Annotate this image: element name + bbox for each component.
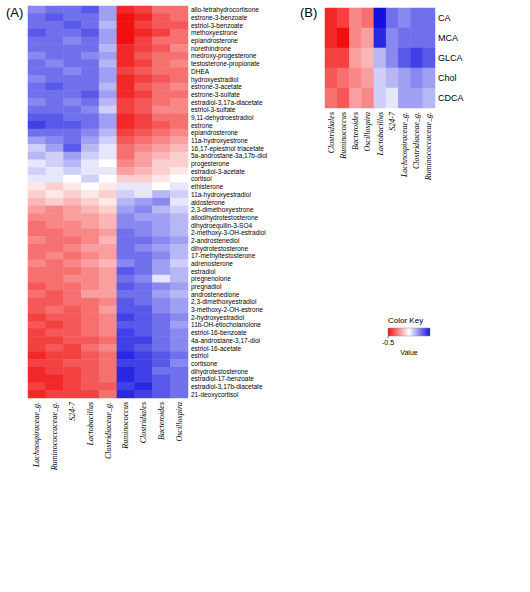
svg-text:epiandrosterone: epiandrosterone [191, 37, 238, 45]
svg-text:(B): (B) [300, 5, 317, 20]
svg-text:Lachnospiraceae_g.: Lachnospiraceae_g. [32, 402, 41, 468]
svg-text:Lactobacillus: Lactobacillus [86, 402, 95, 447]
svg-text:2-androstenediol: 2-androstenediol [191, 237, 240, 244]
svg-text:allo-tetrahydrocortisone: allo-tetrahydrocortisone [191, 6, 259, 14]
svg-text:3-methoxy-2-OH-estrone: 3-methoxy-2-OH-estrone [191, 306, 263, 314]
svg-text:estradiol-3,17b-diacetate: estradiol-3,17b-diacetate [191, 383, 263, 390]
svg-text:estrone-3-sulfate: estrone-3-sulfate [191, 91, 240, 98]
svg-text:Oscillospira: Oscillospira [363, 112, 372, 152]
svg-text:medroxy-progesterone: medroxy-progesterone [191, 52, 257, 60]
svg-text:16,17-epiestriol triacetate: 16,17-epiestriol triacetate [191, 144, 264, 152]
svg-text:estriol: estriol [191, 352, 209, 359]
svg-text:9,11-dehydroestradiol: 9,11-dehydroestradiol [191, 114, 254, 121]
svg-text:estrone-3-acetate: estrone-3-acetate [191, 83, 242, 90]
svg-text:DHEA: DHEA [191, 68, 210, 75]
svg-text:aldosterone: aldosterone [191, 199, 225, 206]
svg-text:S24-7: S24-7 [68, 401, 77, 421]
svg-text:Ruminococcus: Ruminococcus [121, 402, 130, 450]
svg-text:Clostridiaceae_g.: Clostridiaceae_g. [412, 112, 421, 169]
svg-text:Chol: Chol [438, 73, 457, 83]
svg-text:allodihydrotestosterone: allodihydrotestosterone [191, 213, 259, 221]
svg-text:Ruminococcus: Ruminococcus [339, 112, 348, 160]
svg-text:cortisol: cortisol [191, 175, 212, 182]
svg-text:Clostridiales: Clostridiales [139, 402, 148, 443]
svg-text:11a-hydroxyestradiol: 11a-hydroxyestradiol [191, 190, 251, 198]
svg-text:Lachnospiraceae_g.: Lachnospiraceae_g. [400, 112, 409, 178]
svg-text:Color Key: Color Key [388, 316, 423, 325]
svg-text:estrone-3-benzoate: estrone-3-benzoate [191, 14, 248, 21]
svg-text:CA: CA [438, 13, 451, 23]
svg-text:estriol-16-benzoate: estriol-16-benzoate [191, 329, 247, 336]
svg-text:4a-androstane-3,17-diol: 4a-androstane-3,17-diol [191, 337, 261, 344]
svg-text:MCA: MCA [438, 33, 458, 43]
svg-text:estrone: estrone [191, 122, 213, 129]
svg-text:estradiol-3,17a-diacetate: estradiol-3,17a-diacetate [191, 99, 263, 106]
svg-text:17-methyltestosterone: 17-methyltestosterone [191, 252, 256, 260]
svg-text:Value: Value [400, 349, 417, 356]
svg-text:estradiol-3-acetate: estradiol-3-acetate [191, 168, 245, 175]
svg-text:estriol-3-sulfate: estriol-3-sulfate [191, 106, 236, 113]
svg-text:androstenedione: androstenedione [191, 291, 240, 298]
svg-text:(A): (A) [6, 5, 23, 20]
svg-text:adrenosterone: adrenosterone [191, 260, 233, 267]
svg-text:Clostridiaceae_g.: Clostridiaceae_g. [104, 402, 113, 459]
svg-text:2,3-dimethoxyestradiol: 2,3-dimethoxyestradiol [191, 298, 257, 306]
svg-text:pregnadiol: pregnadiol [191, 283, 222, 290]
svg-text:dihydroequilin-3-SO4: dihydroequilin-3-SO4 [191, 221, 253, 229]
svg-text:testosterone-propionate: testosterone-propionate [191, 60, 260, 68]
svg-text:progesterone: progesterone [191, 160, 230, 168]
svg-text:Bacteroides: Bacteroides [351, 112, 360, 150]
svg-text:11b-OH-etiocholanolone: 11b-OH-etiocholanolone [191, 321, 261, 328]
svg-text:norethindrone: norethindrone [191, 45, 231, 52]
svg-text:2-methoxy-3-OH-estradiol: 2-methoxy-3-OH-estradiol [191, 229, 266, 237]
svg-text:ethisterone: ethisterone [191, 183, 224, 190]
svg-text:2-hydroxyestradiol: 2-hydroxyestradiol [191, 313, 245, 321]
svg-text:estradiol: estradiol [191, 268, 216, 275]
svg-text:Ruminococcaceae_g.: Ruminococcaceae_g. [50, 402, 59, 471]
svg-text:dihydrotestosterone: dihydrotestosterone [191, 367, 249, 375]
svg-text:Lactobacillus: Lactobacillus [376, 112, 385, 157]
svg-text:estriol-3-benzoate: estriol-3-benzoate [191, 22, 243, 29]
svg-text:Bacteroides: Bacteroides [157, 402, 166, 440]
svg-text:estradiol-17-benzoate: estradiol-17-benzoate [191, 375, 254, 382]
svg-text:5a-androstane-3a,17b-diol: 5a-androstane-3a,17b-diol [191, 152, 268, 159]
svg-text:-0.5: -0.5 [382, 339, 394, 346]
svg-text:11a-hydroxyestrone: 11a-hydroxyestrone [191, 137, 248, 144]
svg-text:pregnenolone: pregnenolone [191, 275, 231, 283]
svg-text:Clostridiales: Clostridiales [327, 112, 336, 153]
svg-text:2,3-dimethoxyestrone: 2,3-dimethoxyestrone [191, 206, 254, 214]
svg-text:CDCA: CDCA [438, 93, 464, 103]
svg-text:Oscillospira: Oscillospira [175, 402, 184, 442]
svg-text:Ruminococcaceae_g.: Ruminococcaceae_g. [424, 112, 433, 181]
svg-text:21-deoxycortisol: 21-deoxycortisol [191, 391, 239, 399]
svg-text:methoxyestrone: methoxyestrone [191, 29, 238, 37]
svg-text:estriol-16-acetate: estriol-16-acetate [191, 345, 242, 352]
svg-text:GLCA: GLCA [438, 53, 463, 63]
svg-text:S24-7: S24-7 [388, 111, 397, 131]
svg-text:cortisone: cortisone [191, 360, 218, 367]
svg-text:dihydrotestosterone: dihydrotestosterone [191, 244, 249, 252]
svg-text:epiandrosterone: epiandrosterone [191, 129, 238, 137]
svg-text:hydroxyestradiol: hydroxyestradiol [191, 75, 239, 83]
